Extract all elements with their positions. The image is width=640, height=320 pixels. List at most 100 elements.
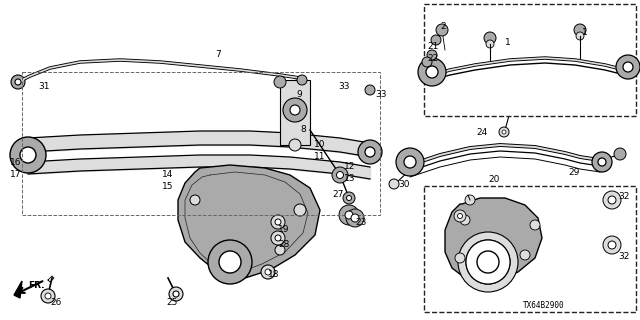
Circle shape	[275, 245, 285, 255]
Circle shape	[576, 32, 584, 40]
Circle shape	[608, 196, 616, 204]
Circle shape	[608, 241, 616, 249]
Circle shape	[484, 32, 496, 44]
Polygon shape	[178, 165, 320, 278]
Text: 29: 29	[568, 168, 579, 177]
Text: 30: 30	[398, 180, 410, 189]
Text: 15: 15	[162, 182, 173, 191]
Circle shape	[45, 293, 51, 299]
Circle shape	[261, 265, 275, 279]
Circle shape	[431, 35, 441, 45]
Text: 27: 27	[332, 190, 344, 199]
Circle shape	[265, 269, 271, 275]
Circle shape	[365, 147, 375, 157]
Circle shape	[614, 148, 626, 160]
Circle shape	[343, 192, 355, 204]
Circle shape	[41, 289, 55, 303]
Circle shape	[15, 79, 21, 85]
Circle shape	[603, 236, 621, 254]
Text: 19: 19	[278, 225, 289, 234]
Circle shape	[422, 57, 432, 67]
Circle shape	[458, 232, 518, 292]
Circle shape	[499, 127, 509, 137]
Circle shape	[297, 75, 307, 85]
Circle shape	[404, 156, 416, 168]
Circle shape	[351, 214, 359, 222]
Circle shape	[294, 204, 306, 216]
Circle shape	[339, 205, 359, 225]
Circle shape	[332, 167, 348, 183]
Text: 12: 12	[344, 162, 355, 171]
Text: 13: 13	[344, 174, 355, 183]
Circle shape	[466, 240, 510, 284]
Text: 23: 23	[355, 218, 366, 227]
Text: 33: 33	[338, 82, 349, 91]
Circle shape	[396, 148, 424, 176]
Text: 9: 9	[296, 90, 301, 99]
Circle shape	[389, 179, 399, 189]
Circle shape	[477, 251, 499, 273]
Circle shape	[418, 58, 446, 86]
Circle shape	[358, 140, 382, 164]
Text: 2: 2	[440, 22, 445, 31]
Text: 33: 33	[375, 90, 387, 99]
Circle shape	[466, 240, 510, 284]
Circle shape	[520, 250, 530, 260]
Text: 10: 10	[314, 140, 326, 149]
Text: 18: 18	[268, 270, 280, 279]
Circle shape	[10, 137, 46, 173]
Text: 1: 1	[582, 28, 588, 37]
Circle shape	[275, 235, 281, 241]
Text: 7: 7	[215, 50, 221, 59]
Text: 1: 1	[505, 38, 511, 47]
Circle shape	[290, 105, 300, 115]
Circle shape	[427, 50, 437, 60]
Circle shape	[275, 219, 281, 225]
Polygon shape	[445, 198, 542, 283]
Text: 17: 17	[10, 170, 22, 179]
Text: 11: 11	[314, 152, 326, 161]
Circle shape	[603, 191, 621, 209]
Circle shape	[271, 215, 285, 229]
Circle shape	[11, 75, 25, 89]
Circle shape	[592, 152, 612, 172]
Text: 32: 32	[618, 192, 629, 201]
Circle shape	[465, 195, 475, 205]
Text: TX64B2900: TX64B2900	[523, 301, 565, 310]
Text: 25: 25	[166, 298, 177, 307]
Circle shape	[271, 231, 285, 245]
Circle shape	[436, 24, 448, 36]
Circle shape	[190, 195, 200, 205]
Circle shape	[598, 158, 606, 166]
Text: 20: 20	[488, 175, 499, 184]
Circle shape	[460, 215, 470, 225]
Circle shape	[458, 213, 463, 219]
Circle shape	[346, 209, 364, 227]
Text: 22: 22	[427, 54, 438, 63]
Text: 21: 21	[427, 42, 438, 51]
Circle shape	[346, 196, 351, 201]
Circle shape	[274, 76, 286, 88]
Circle shape	[502, 130, 506, 134]
Circle shape	[530, 220, 540, 230]
Bar	[424, 4, 636, 116]
Circle shape	[20, 147, 36, 163]
Circle shape	[454, 210, 466, 222]
Text: FR.: FR.	[28, 281, 45, 290]
Circle shape	[365, 85, 375, 95]
Circle shape	[337, 172, 344, 179]
Circle shape	[574, 24, 586, 36]
Text: 28: 28	[278, 240, 289, 249]
Text: 8: 8	[300, 125, 306, 134]
Bar	[424, 186, 636, 312]
Text: 26: 26	[50, 298, 61, 307]
Text: 16: 16	[10, 158, 22, 167]
Circle shape	[173, 291, 179, 297]
Circle shape	[616, 55, 640, 79]
Circle shape	[219, 251, 241, 273]
Circle shape	[169, 287, 183, 301]
Polygon shape	[14, 281, 22, 298]
Circle shape	[455, 253, 465, 263]
Polygon shape	[280, 80, 310, 145]
Circle shape	[208, 240, 252, 284]
